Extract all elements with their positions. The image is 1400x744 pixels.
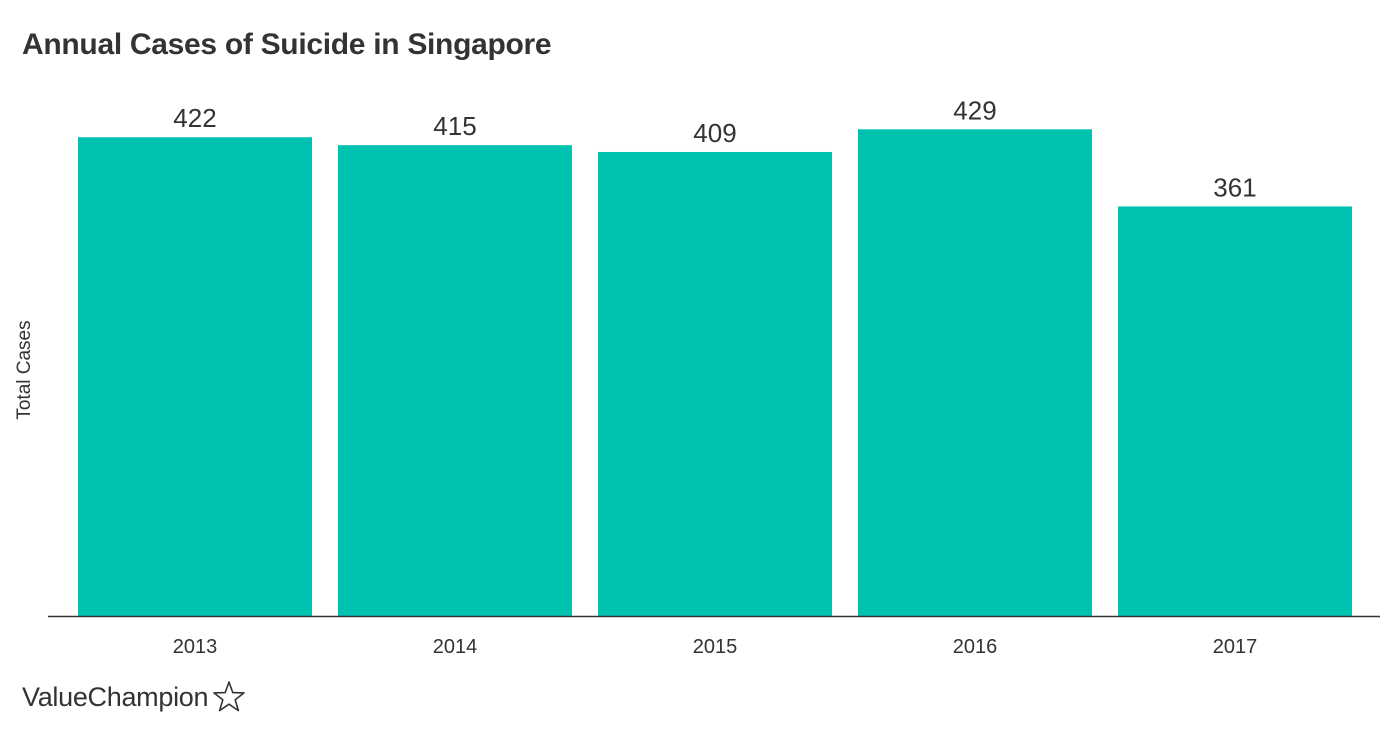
bar-2013 (78, 137, 312, 616)
data-label-2013: 422 (173, 103, 216, 133)
bar-2016 (858, 129, 1092, 616)
x-tick-label-2014: 2014 (433, 636, 478, 658)
data-label-2015: 409 (693, 118, 736, 148)
bar-2015 (598, 151, 832, 616)
bar-2014 (338, 145, 572, 616)
data-label-2014: 415 (433, 111, 476, 141)
brand-logo: ValueChampion (22, 680, 246, 714)
star-outline-icon (213, 681, 246, 712)
x-tick-label-2017: 2017 (1213, 636, 1258, 658)
data-label-2016: 429 (953, 95, 996, 125)
x-tick-label-2016: 2016 (953, 636, 998, 658)
chart-title: Annual Cases of Suicide in Singapore (22, 28, 552, 61)
x-tick-label-2013: 2013 (173, 636, 218, 658)
bar-2017 (1118, 206, 1352, 616)
brand-logo-text: ValueChampion (22, 681, 209, 712)
data-label-2017: 361 (1213, 172, 1256, 202)
x-tick-label-2015: 2015 (693, 636, 738, 658)
